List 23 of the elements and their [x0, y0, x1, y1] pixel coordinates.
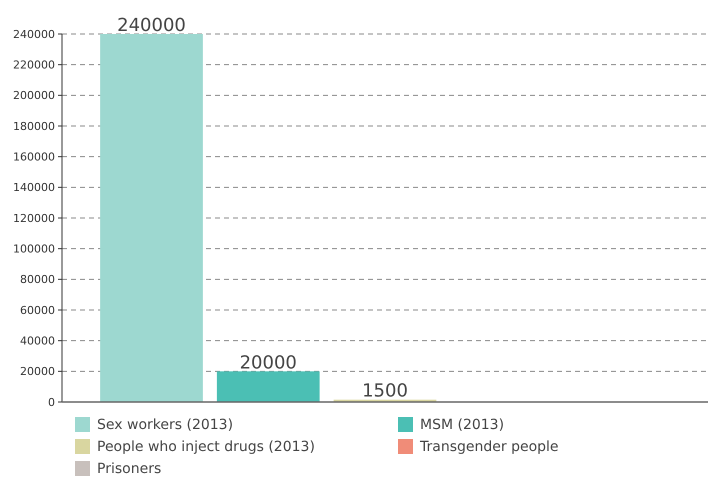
- y-tick-label: 220000: [13, 58, 55, 72]
- bar: [100, 34, 203, 402]
- legend-label: Sex workers (2013): [97, 416, 234, 433]
- y-tick-label: 100000: [13, 242, 55, 256]
- data-label: 20000: [240, 352, 297, 374]
- legend-label: Transgender people: [419, 438, 559, 455]
- data-label: 240000: [117, 15, 186, 36]
- y-tick-label: 200000: [13, 89, 55, 102]
- y-tick-label: 180000: [13, 120, 55, 133]
- y-tick-label: 160000: [13, 150, 55, 164]
- y-tick-label: 240000: [13, 28, 55, 41]
- legend-label: MSM (2013): [420, 416, 504, 433]
- bar: [216, 371, 320, 402]
- y-tick-label: 60000: [20, 304, 55, 317]
- legend-label: People who inject drugs (2013): [97, 438, 315, 455]
- y-tick-label: 120000: [13, 212, 55, 225]
- y-tick-label: 0: [48, 396, 55, 409]
- data-label: 1500: [362, 380, 408, 402]
- y-tick-label: 80000: [20, 273, 55, 286]
- y-tick-label: 20000: [20, 365, 55, 378]
- legend-label: Prisoners: [97, 460, 162, 477]
- y-tick-label: 140000: [13, 181, 55, 194]
- y-tick-label: 40000: [20, 334, 55, 348]
